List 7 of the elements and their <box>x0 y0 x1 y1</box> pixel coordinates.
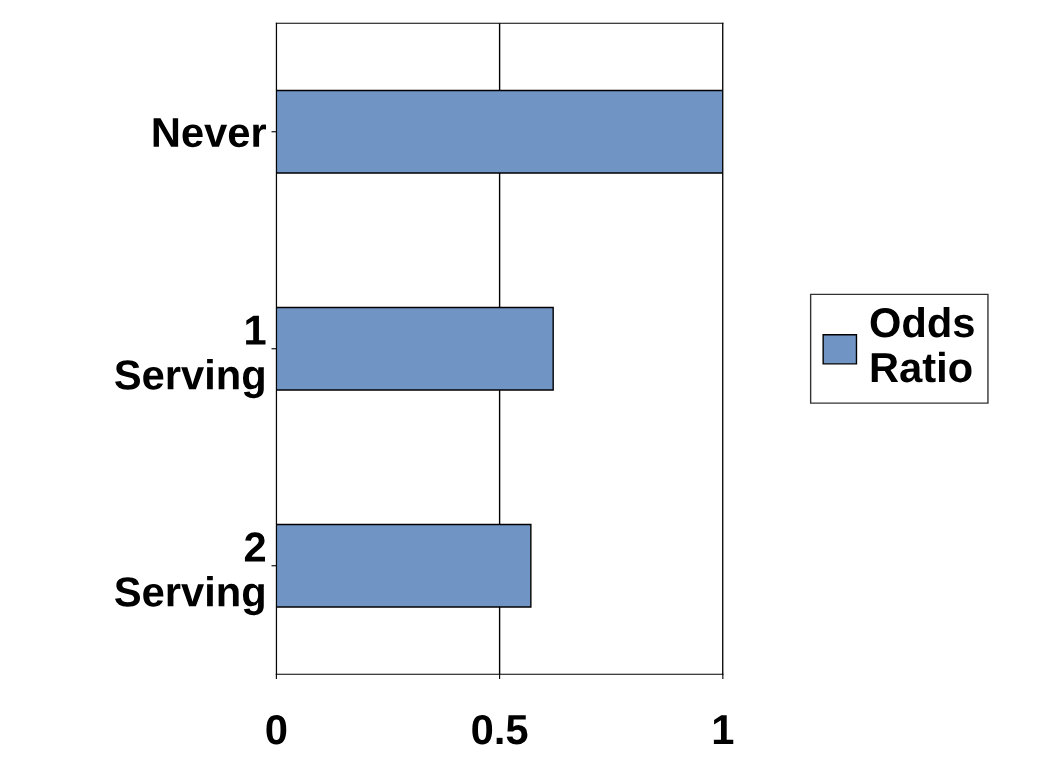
legend-label: Odds Ratio <box>870 306 974 383</box>
y-tick-label: 2 Serving <box>115 532 265 616</box>
x-tick-label: 1 <box>713 715 734 745</box>
y-tick-label: Never <box>153 118 267 148</box>
y-tick-label: 1 Serving <box>115 315 266 399</box>
x-tick-label: 0 <box>266 714 287 745</box>
x-tick-label: 0.5 <box>472 714 528 745</box>
